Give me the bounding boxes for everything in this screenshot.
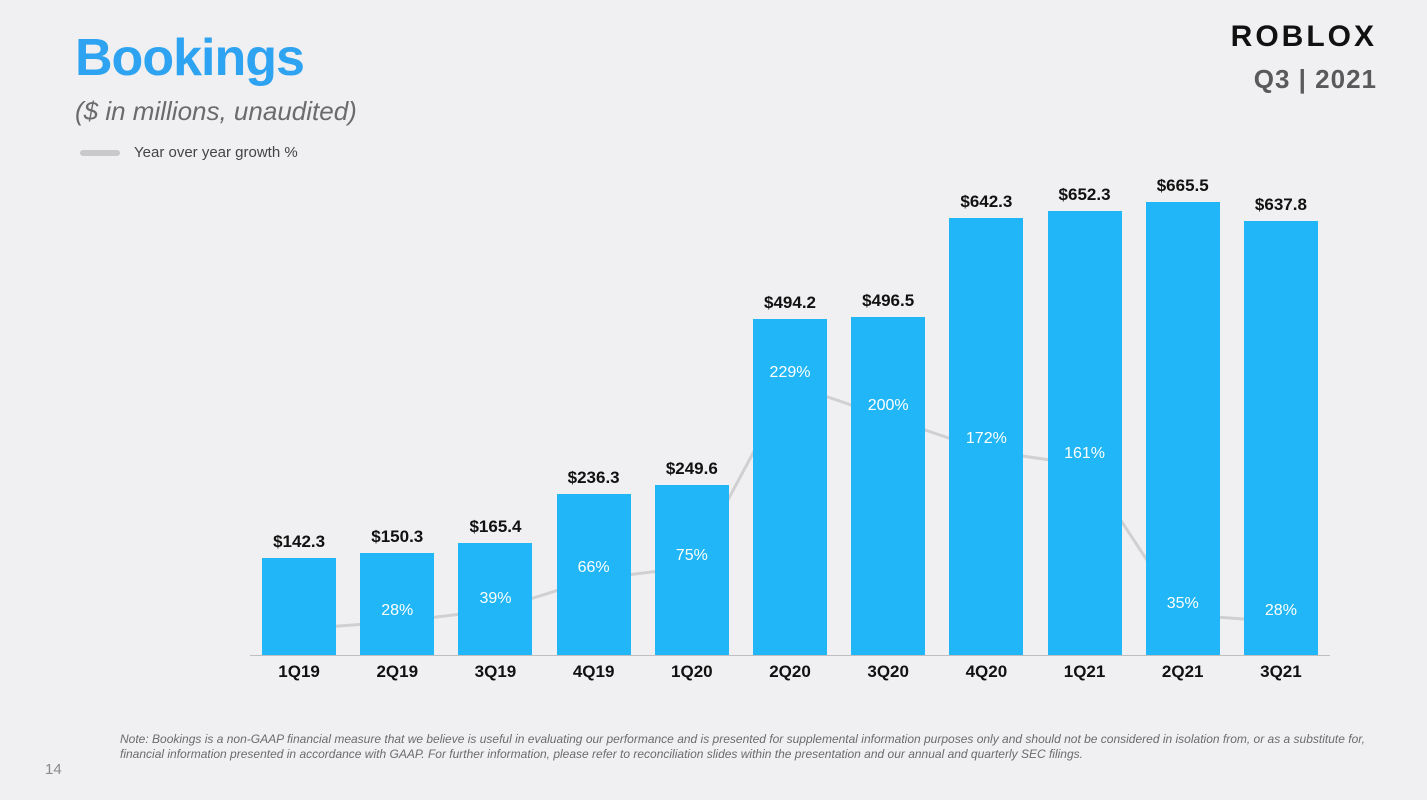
page-number: 14 [45,761,62,778]
growth-label: 161% [1064,445,1105,463]
x-axis-label: 4Q20 [966,662,1008,682]
x-axis-label: 3Q21 [1260,662,1302,682]
bar: $142.3 [262,558,336,655]
x-axis-label: 2Q20 [769,662,811,682]
x-axis-label: 2Q19 [376,662,418,682]
chart-plot-area: $142.3 $150.3 $165.4 $236.3 $249.6 $494.2 $496… [250,180,1330,656]
x-axis-label: 2Q21 [1162,662,1204,682]
bar-value-label: $642.3 [949,192,1023,212]
bar-value-label: $494.2 [753,293,827,313]
bar: $249.6 [655,485,729,655]
growth-label: 28% [1265,602,1297,620]
page-subtitle: ($ in millions, unaudited) [75,96,357,127]
growth-label: 39% [479,590,511,608]
brand-logo-text: ROBLOX [1231,20,1377,54]
growth-label: 75% [676,547,708,565]
x-axis-label: 4Q19 [573,662,615,682]
legend-swatch [80,150,120,156]
bar-value-label: $652.3 [1048,185,1122,205]
growth-label: 229% [770,364,811,382]
x-axis-label: 1Q20 [671,662,713,682]
bar-value-label: $496.5 [851,291,925,311]
growth-label: 172% [966,430,1007,448]
bar: $652.3 [1048,211,1122,655]
legend-label: Year over year growth % [134,144,298,161]
bookings-chart: $142.3 $150.3 $165.4 $236.3 $249.6 $494.2 $496… [250,180,1330,680]
bar-value-label: $249.6 [655,459,729,479]
bar-value-label: $637.8 [1244,195,1318,215]
growth-label: 35% [1167,595,1199,613]
page-title: Bookings [75,28,304,88]
bar: $637.8 [1244,221,1318,655]
footnote: Note: Bookings is a non-GAAP financial m… [120,732,1367,762]
x-axis-label: 3Q20 [867,662,909,682]
bar-value-label: $142.3 [262,532,336,552]
bar-value-label: $150.3 [360,527,434,547]
x-axis-label: 3Q19 [475,662,517,682]
x-axis-label: 1Q21 [1064,662,1106,682]
legend: Year over year growth % [80,144,298,161]
growth-label: 28% [381,602,413,620]
report-period: Q3 | 2021 [1254,64,1377,95]
bar: $496.5 [851,317,925,655]
growth-label: 66% [578,559,610,577]
growth-label: 200% [868,397,909,415]
bar-value-label: $236.3 [557,468,631,488]
x-axis-label: 1Q19 [278,662,320,682]
bar: $665.5 [1146,202,1220,655]
bar-value-label: $665.5 [1146,176,1220,196]
bar-value-label: $165.4 [458,517,532,537]
